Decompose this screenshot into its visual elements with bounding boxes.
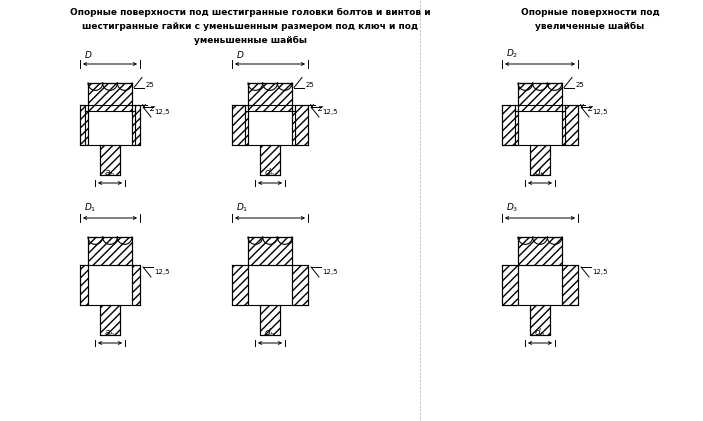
Polygon shape bbox=[100, 145, 120, 175]
Text: 12,5: 12,5 bbox=[592, 109, 607, 115]
Text: 12,5: 12,5 bbox=[154, 109, 169, 115]
Text: 25: 25 bbox=[146, 82, 154, 88]
Text: 12,5: 12,5 bbox=[322, 109, 337, 115]
Text: Опорные поверхности под шестигранные головки болтов и винтов и: Опорные поверхности под шестигранные гол… bbox=[70, 8, 430, 17]
Text: 12,5: 12,5 bbox=[592, 269, 607, 275]
Polygon shape bbox=[232, 265, 248, 305]
Polygon shape bbox=[232, 105, 245, 145]
Text: $d_{h}$: $d_{h}$ bbox=[534, 327, 546, 339]
Text: $z$: $z$ bbox=[317, 104, 324, 112]
Text: Опорные поверхности под: Опорные поверхности под bbox=[521, 8, 659, 17]
Text: $D_{1}$: $D_{1}$ bbox=[84, 202, 96, 214]
Polygon shape bbox=[530, 305, 550, 335]
Text: $D_{1}$: $D_{1}$ bbox=[236, 202, 248, 214]
Polygon shape bbox=[295, 105, 308, 145]
Polygon shape bbox=[245, 111, 248, 145]
Text: $z$: $z$ bbox=[149, 104, 156, 112]
Polygon shape bbox=[292, 111, 295, 145]
Text: $d_{h}$: $d_{h}$ bbox=[264, 166, 276, 179]
Text: $D_{3}$: $D_{3}$ bbox=[506, 202, 518, 214]
Polygon shape bbox=[132, 111, 135, 145]
Polygon shape bbox=[530, 145, 550, 175]
Text: $a_{h}$: $a_{h}$ bbox=[105, 168, 115, 179]
Polygon shape bbox=[132, 265, 140, 305]
Polygon shape bbox=[80, 105, 85, 145]
Polygon shape bbox=[502, 265, 518, 305]
Polygon shape bbox=[518, 237, 562, 265]
Text: $z$: $z$ bbox=[587, 104, 594, 112]
Polygon shape bbox=[562, 111, 565, 145]
Text: $d_{h}$: $d_{h}$ bbox=[264, 327, 276, 339]
Text: 25: 25 bbox=[575, 82, 584, 88]
Polygon shape bbox=[100, 305, 120, 335]
Polygon shape bbox=[88, 237, 132, 265]
Polygon shape bbox=[248, 237, 292, 265]
Polygon shape bbox=[292, 265, 308, 305]
Text: шестигранные гайки с уменьшенным размером под ключ и под: шестигранные гайки с уменьшенным размеро… bbox=[82, 22, 418, 31]
Polygon shape bbox=[562, 265, 578, 305]
Polygon shape bbox=[260, 305, 280, 335]
Polygon shape bbox=[80, 265, 88, 305]
Text: $a_{h}$: $a_{h}$ bbox=[105, 328, 115, 339]
Text: уменьшенные шайбы: уменьшенные шайбы bbox=[193, 36, 307, 45]
Polygon shape bbox=[85, 111, 88, 145]
Text: 12,5: 12,5 bbox=[322, 269, 337, 275]
Text: $D_{2}$: $D_{2}$ bbox=[506, 48, 518, 60]
Polygon shape bbox=[502, 105, 515, 145]
Polygon shape bbox=[248, 83, 292, 111]
Text: $D$: $D$ bbox=[84, 49, 93, 60]
Text: $D$: $D$ bbox=[236, 49, 245, 60]
Polygon shape bbox=[135, 105, 140, 145]
Polygon shape bbox=[518, 83, 562, 111]
Text: 12,5: 12,5 bbox=[154, 269, 169, 275]
Text: 25: 25 bbox=[305, 82, 314, 88]
Polygon shape bbox=[515, 111, 518, 145]
Polygon shape bbox=[260, 145, 280, 175]
Polygon shape bbox=[88, 83, 132, 111]
Text: увеличенные шайбы: увеличенные шайбы bbox=[536, 22, 645, 31]
Polygon shape bbox=[565, 105, 578, 145]
Text: $d_{h}$: $d_{h}$ bbox=[534, 166, 546, 179]
